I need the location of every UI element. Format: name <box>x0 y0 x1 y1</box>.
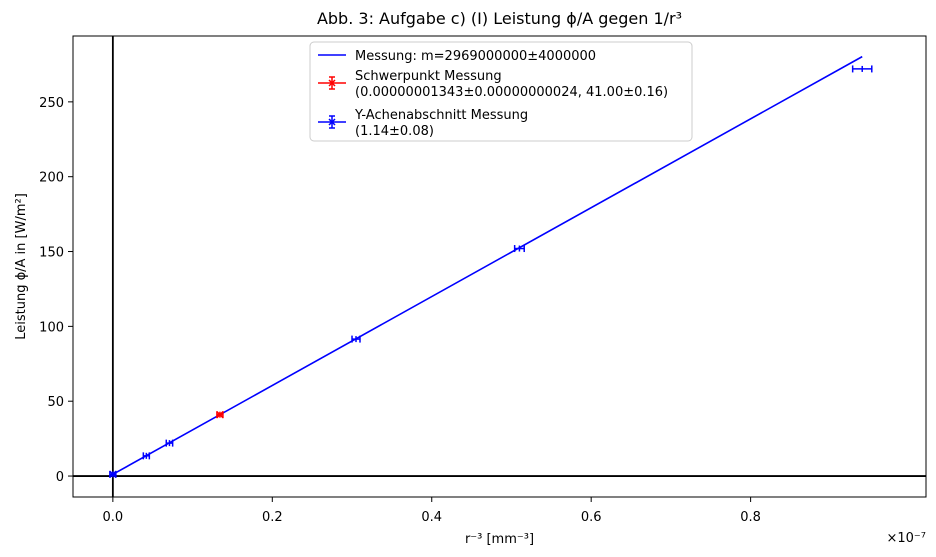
data-point-2-0 <box>109 470 117 478</box>
x-tick-label: 0.4 <box>421 510 442 525</box>
legend-label-fit: Messung: m=2969000000±4000000 <box>355 49 596 64</box>
legend-label-2: Y-Achenabschnitt Messung <box>354 108 528 123</box>
fit-line <box>112 55 863 476</box>
legend-label-1-line2: (0.00000001343±0.00000000024, 41.00±0.16… <box>355 85 668 100</box>
chart-title: Abb. 3: Aufgabe c) (I) Leistung ϕ/A gege… <box>317 9 682 28</box>
y-tick-label: 200 <box>39 171 64 186</box>
x-tick-label: 0.6 <box>581 510 602 525</box>
legend-marker-x-b <box>328 79 336 87</box>
x-tick-label: 0.8 <box>740 510 761 525</box>
legend-box <box>309 41 693 142</box>
data-point-0-1 <box>165 439 174 447</box>
data-point-0-0 <box>142 452 151 460</box>
y-tick-label: 50 <box>47 395 64 410</box>
x-tick-label: 0.0 <box>103 510 124 525</box>
marker-x-b <box>109 470 117 478</box>
legend-label-1: Schwerpunkt Messung <box>355 69 502 84</box>
legend-marker-x-b <box>328 118 336 126</box>
x-offset-label: ×10⁻⁷ <box>886 531 926 546</box>
y-tick-label: 250 <box>39 96 64 111</box>
y-tick-label: 0 <box>56 470 64 485</box>
data-point-1-0 <box>216 411 224 419</box>
x-axis-label: r⁻³ [mm⁻³] <box>465 532 534 547</box>
y-tick-label: 150 <box>39 246 64 261</box>
data-point-0-2 <box>351 335 361 343</box>
data-point-0-3 <box>513 245 525 253</box>
marker-x-b <box>216 411 224 419</box>
x-tick-label: 0.2 <box>262 510 283 525</box>
y-tick-label: 100 <box>39 320 64 335</box>
data-point-0-4 <box>851 65 873 73</box>
y-axis-label: Leistung ϕ/A in [W/m²] <box>14 193 29 340</box>
plot-frame <box>72 35 927 498</box>
legend: Messung: m=2969000000±4000000 Schwerpunkt… <box>309 41 693 142</box>
legend-label-2-line2: (1.14±0.08) <box>355 124 434 139</box>
